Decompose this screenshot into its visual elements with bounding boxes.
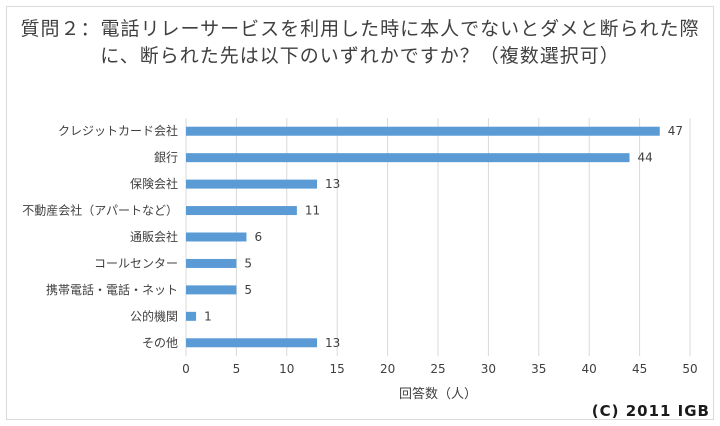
bar-value-label: 13 xyxy=(325,336,340,350)
bar xyxy=(186,153,630,163)
bar xyxy=(186,285,237,295)
bar xyxy=(186,258,237,268)
category-label: 不動産会社（アパートなど） xyxy=(22,203,178,218)
bar xyxy=(186,311,197,321)
bar-value-label: 44 xyxy=(638,151,653,165)
bar-value-label: 47 xyxy=(668,124,683,138)
category-label: クレジットカード会社 xyxy=(58,123,178,138)
category-label: 保険会社 xyxy=(130,176,178,191)
category-label: 公的機関 xyxy=(130,308,178,323)
category-label: 銀行 xyxy=(154,151,178,165)
x-tick-label: 45 xyxy=(632,362,647,376)
bar-value-label: 13 xyxy=(325,177,340,191)
chart-title: 質問２：電話リレーサービスを利用した時に本人でないとダメと断られた際に、断られた… xyxy=(20,18,700,67)
x-tick-label: 25 xyxy=(430,362,445,376)
bar-value-label: 5 xyxy=(244,256,252,270)
bar-value-label: 6 xyxy=(254,230,262,244)
x-tick-label: 0 xyxy=(182,362,190,376)
bar xyxy=(186,179,318,189)
bar-value-label: 5 xyxy=(244,283,252,297)
bar xyxy=(186,126,660,136)
chart-frame xyxy=(6,6,714,420)
category-label: 通販会社 xyxy=(130,229,178,244)
bar xyxy=(186,338,318,348)
x-tick-label: 40 xyxy=(582,362,597,376)
bar-series xyxy=(186,126,660,348)
x-axis-label: 回答数（人） xyxy=(399,386,477,402)
category-label: その他 xyxy=(142,336,178,350)
category-label: コールセンター xyxy=(94,256,178,270)
bar xyxy=(186,232,247,242)
x-tick-label: 50 xyxy=(682,362,697,376)
x-tick-label: 10 xyxy=(279,362,294,376)
x-tick-label: 15 xyxy=(330,362,345,376)
x-tick-label: 20 xyxy=(380,362,395,376)
x-tick-labels: 0 5 10 15 20 25 30 35 40 45 50 xyxy=(182,362,697,376)
category-label: 携帯電話・電話・ネット xyxy=(46,282,178,297)
x-tick-label: 35 xyxy=(531,362,546,376)
x-tick-label: 5 xyxy=(233,362,241,376)
bar xyxy=(186,206,297,216)
bar-value-label: 11 xyxy=(305,204,320,218)
copyright-text: (C) 2011 IGB xyxy=(591,402,710,420)
bar-value-label: 1 xyxy=(204,309,212,323)
x-tick-label: 30 xyxy=(481,362,496,376)
